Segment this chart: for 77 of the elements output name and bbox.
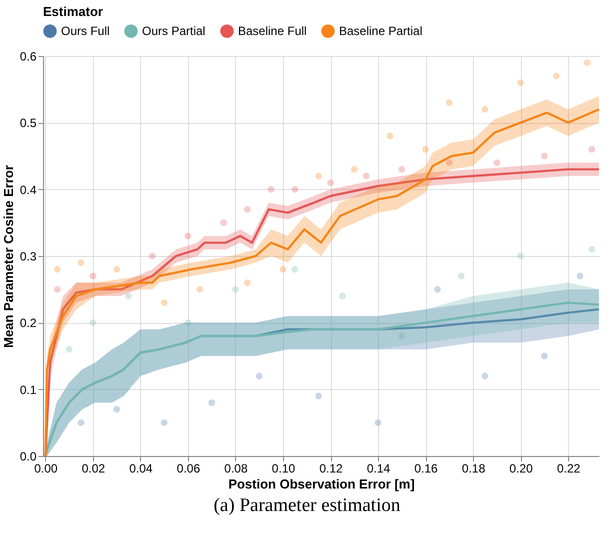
point: [482, 106, 488, 113]
x-tick-label: 0.22: [556, 462, 581, 476]
x-tick-label: 0.06: [176, 462, 200, 476]
point: [434, 286, 441, 293]
point: [244, 279, 251, 286]
x-tick-label: 0.10: [272, 462, 296, 476]
point: [280, 266, 286, 273]
x-axis-title: Postion Observation Error [m]: [228, 476, 415, 492]
y-tick-label: 0.0: [20, 450, 37, 464]
legend-label: Ours Partial: [142, 24, 206, 38]
text: (a) Parameter estimation: [212, 495, 402, 517]
point: [113, 406, 120, 413]
x-tick-label: 0.16: [414, 462, 438, 476]
x-tick-label: 0.12: [319, 462, 344, 476]
y-tick-label: 0.5: [20, 116, 37, 130]
point: [125, 292, 132, 300]
y-tick-label: 0.3: [20, 250, 37, 264]
point: [552, 72, 560, 80]
legend-title: Estimator: [43, 4, 103, 19]
point: [292, 186, 298, 193]
point: [584, 59, 590, 66]
point: [256, 372, 263, 380]
point: [315, 172, 322, 180]
point: [148, 252, 156, 260]
point: [268, 186, 274, 193]
y-tick-label: 0.1: [20, 382, 37, 397]
point: [160, 299, 168, 306]
point: [339, 292, 346, 300]
point: [54, 266, 61, 273]
point: [362, 172, 370, 180]
point: [350, 166, 358, 173]
point: [386, 132, 394, 140]
point: [208, 399, 216, 406]
point: [160, 419, 168, 426]
x-tick-label: 0.04: [129, 462, 153, 476]
point: [196, 286, 204, 293]
point: [493, 159, 500, 166]
x-tick-label: 0.02: [82, 462, 106, 476]
point: [232, 286, 239, 293]
point: [54, 286, 61, 293]
x-tick-label: 0.20: [509, 462, 534, 476]
y-tick-label: 0.4: [20, 182, 37, 197]
point: [540, 152, 548, 160]
point: [66, 346, 72, 353]
point: [78, 419, 84, 426]
point: [588, 146, 596, 153]
point: [517, 252, 524, 260]
legend-label: Ours Full: [61, 24, 110, 38]
x-tick-label: 0.14: [366, 462, 391, 476]
point: [422, 146, 429, 153]
point: [315, 392, 322, 400]
point: [482, 372, 488, 380]
point: [458, 272, 465, 280]
point: [78, 259, 84, 266]
point: [398, 166, 406, 173]
x-tick-label: 0.08: [224, 462, 248, 476]
point: [90, 319, 96, 326]
point: [292, 266, 298, 273]
x-tick-label: 0.18: [462, 462, 486, 476]
point: [588, 246, 596, 253]
y-axis-title: Mean Parameter Cosine Error: [0, 165, 16, 348]
point: [517, 79, 524, 86]
point: [113, 266, 120, 273]
y-tick-label: 0.6: [20, 50, 37, 64]
point: [327, 179, 334, 186]
x-tick-label: 0.00: [34, 462, 58, 476]
point: [220, 219, 227, 226]
point: [244, 206, 251, 213]
point: [576, 272, 584, 280]
legend-label: Baseline Partial: [339, 24, 422, 38]
y-tick-label: 0.2: [20, 316, 37, 330]
point: [374, 419, 382, 426]
point: [184, 232, 192, 240]
point: [90, 272, 96, 280]
point: [446, 99, 453, 106]
legend-label: Baseline Full: [238, 24, 307, 38]
point: [540, 352, 548, 360]
